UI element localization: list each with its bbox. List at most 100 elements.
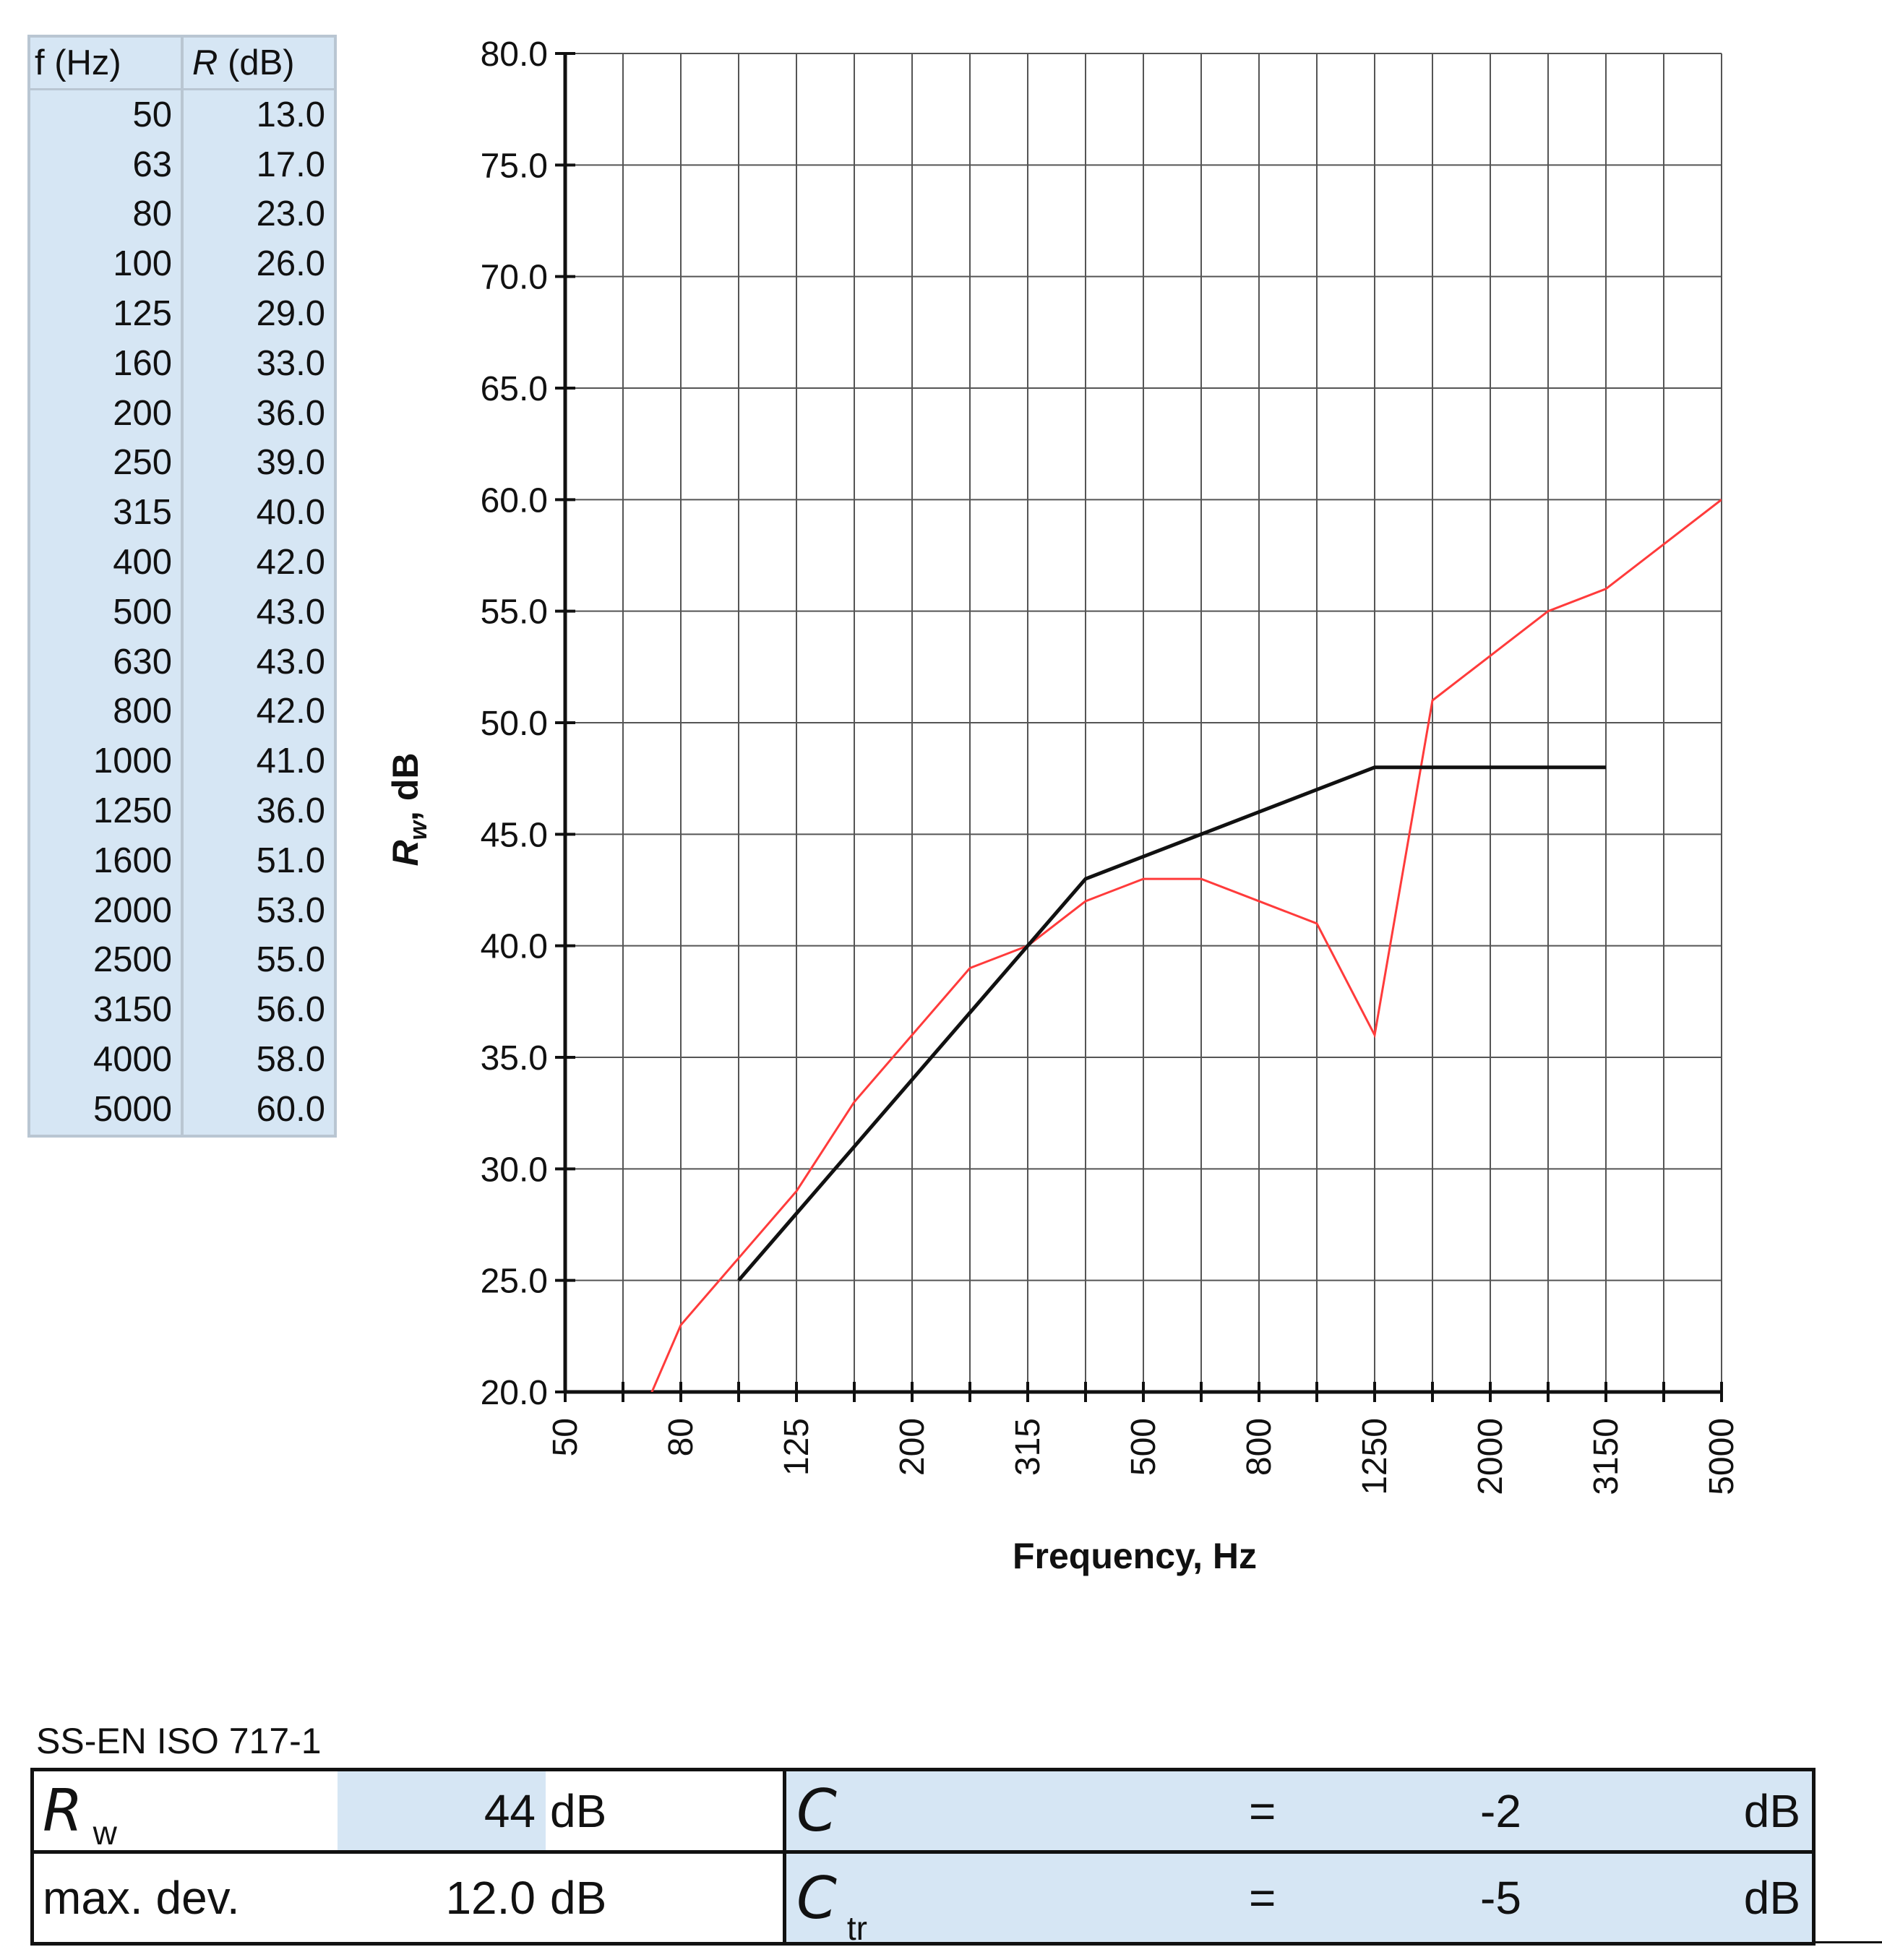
reduction-cell: 56.0 <box>256 990 325 1030</box>
frequency-cell: 4000 <box>29 1035 184 1085</box>
table-row: 100 26.0 <box>29 239 335 290</box>
frequency-cell: 2000 <box>29 885 184 936</box>
maxdev-value: 12.0 <box>445 1872 536 1924</box>
reduction-cell: 60.0 <box>256 1089 325 1129</box>
table-row: 3150 56.0 <box>29 985 335 1036</box>
x-tick-label: 50 <box>546 1418 585 1456</box>
frequency-cell: 100 <box>29 239 184 290</box>
rw-sub: w <box>93 1813 117 1852</box>
table-row: 250 39.0 <box>29 438 335 489</box>
rw-unit: dB <box>550 1784 607 1837</box>
c-value: -2 <box>1480 1784 1521 1837</box>
frequency-table: f (Hz) R (dB) 50 13.0 63 17.0 80 23.0 100 26.0 1… <box>27 35 337 1138</box>
frequency-cell: 160 <box>29 338 184 389</box>
frequency-cell: 800 <box>29 687 184 737</box>
reduction-cell: 55.0 <box>256 940 325 980</box>
frequency-cell: 1250 <box>29 786 184 836</box>
reduction-cell: 43.0 <box>256 592 325 632</box>
chart-grid <box>564 53 1722 1393</box>
reduction-cell: 40.0 <box>256 493 325 533</box>
table-row: 315 40.0 <box>29 488 335 538</box>
frequency-cell: 5000 <box>29 1084 184 1136</box>
c-symbol: C <box>796 1777 837 1844</box>
table-row: 500 43.0 <box>29 587 335 637</box>
frequency-cell: 3150 <box>29 985 184 1036</box>
c-unit: dB <box>1743 1784 1800 1837</box>
y-tick-label: 45.0 <box>481 816 548 854</box>
header-reduction: R (dB) <box>182 36 335 90</box>
ctr-value: -5 <box>1480 1872 1521 1924</box>
reduction-cell: 36.0 <box>256 393 325 433</box>
table-row: 80 23.0 <box>29 189 335 240</box>
table-row: 125 29.0 <box>29 289 335 339</box>
frequency-cell: 200 <box>29 388 184 439</box>
reduction-cell: 51.0 <box>256 841 325 880</box>
reduction-cell: 23.0 <box>256 194 325 234</box>
header-frequency: f (Hz) <box>29 36 184 90</box>
table-row: 1250 36.0 <box>29 786 335 836</box>
table-row: 63 17.0 <box>29 139 335 190</box>
table-row: 2500 55.0 <box>29 935 335 986</box>
reduction-cell: 58.0 <box>256 1040 325 1080</box>
ctr-unit: dB <box>1743 1872 1800 1924</box>
sound-reduction-chart: 20.0 25.0 30.0 35.0 40.0 45.0 50.0 55.0 60.0 65.0… <box>385 35 1741 1576</box>
c-equals: = <box>1249 1784 1276 1837</box>
reference-curve-line <box>737 765 1606 1282</box>
x-tick-label: 200 <box>893 1418 932 1476</box>
frequency-cell: 1600 <box>29 835 184 886</box>
rw-symbol: R <box>43 1777 83 1844</box>
y-tick-label: 35.0 <box>481 1039 548 1078</box>
y-tick-label: 75.0 <box>481 147 548 185</box>
x-tick-label: 5000 <box>1703 1418 1741 1495</box>
table-row: 5000 60.0 <box>29 1084 335 1136</box>
header-reduction-symbol: R <box>192 43 218 82</box>
reduction-cell: 41.0 <box>256 742 325 781</box>
frequency-cell: 80 <box>29 189 184 240</box>
frequency-cell: 63 <box>29 139 184 190</box>
c-cell: C = -2 dB <box>786 1771 1812 1850</box>
y-tick-label: 40.0 <box>481 928 548 966</box>
reduction-cell: 33.0 <box>256 343 325 383</box>
reduction-cell: 29.0 <box>256 294 325 334</box>
x-tick-label: 315 <box>1009 1418 1047 1476</box>
results-divider <box>783 1771 786 1942</box>
standard-caption: SS-EN ISO 717-1 <box>36 1721 322 1761</box>
frequency-cell: 630 <box>29 637 184 687</box>
y-axis-title-rest: , dB <box>385 753 426 821</box>
y-tick-label: 20.0 <box>481 1374 548 1412</box>
frequency-cell: 500 <box>29 587 184 637</box>
y-tick-label: 30.0 <box>481 1151 548 1189</box>
table-row: 2000 53.0 <box>29 885 335 936</box>
frequency-cell: 50 <box>29 89 184 140</box>
reduction-cell: 43.0 <box>256 642 325 682</box>
table-row: 1000 41.0 <box>29 736 335 787</box>
y-tick-label: 65.0 <box>481 370 548 408</box>
x-tick-label: 3150 <box>1587 1418 1625 1495</box>
y-tick-label: 70.0 <box>481 259 548 297</box>
chart-axes: 20.0 25.0 30.0 35.0 40.0 45.0 50.0 55.0 60.0 65.0… <box>481 35 1741 1495</box>
maxdev-label: max. dev. <box>43 1872 240 1924</box>
frequency-cell: 125 <box>29 289 184 339</box>
x-tick-label: 80 <box>662 1418 700 1456</box>
rw-value: 44 <box>338 1771 546 1850</box>
ctr-sub: tr <box>846 1909 867 1947</box>
reduction-cell: 39.0 <box>256 443 325 483</box>
x-tick-label: 500 <box>1125 1418 1163 1476</box>
ctr-symbol: C <box>796 1864 837 1932</box>
table-row: 400 42.0 <box>29 538 335 588</box>
table-body: 50 13.0 63 17.0 80 23.0 100 26.0 125 29.0 160 33.0 2… <box>29 89 335 1136</box>
y-tick-label: 80.0 <box>481 35 548 74</box>
reduction-cell: 17.0 <box>256 145 325 184</box>
frequency-cell: 400 <box>29 538 184 588</box>
y-axis-title: Rw, dB <box>385 753 432 867</box>
reduction-cell: 42.0 <box>256 543 325 583</box>
y-axis-title-sub: w <box>405 819 432 840</box>
table-row: 160 33.0 <box>29 338 335 389</box>
reduction-cell: 42.0 <box>256 692 325 731</box>
